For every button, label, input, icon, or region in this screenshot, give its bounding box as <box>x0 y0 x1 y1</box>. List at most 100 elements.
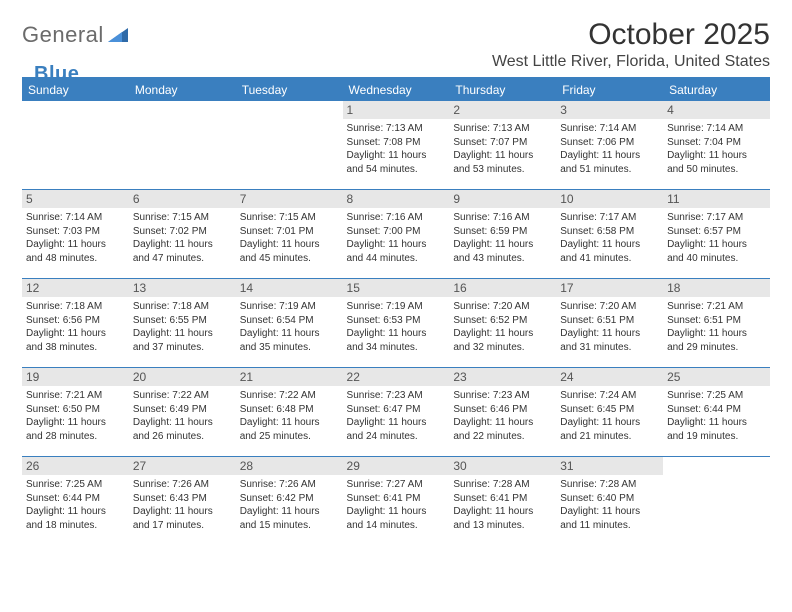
calendar-row: 12 Sunrise: 7:18 AMSunset: 6:56 PMDayligh… <box>22 279 770 368</box>
calendar-row: 1Sunrise: 7:13 AMSunset: 7:08 PMDaylight… <box>22 101 770 190</box>
day-details: Sunrise: 7:25 AMSunset: 6:44 PMDaylight:… <box>26 478 125 532</box>
calendar-row: 5Sunrise: 7:14 AMSunset: 7:03 PMDaylight… <box>22 190 770 279</box>
daylight-line: Daylight: 11 hours and 35 minutes. <box>240 327 339 354</box>
day-details: Sunrise: 7:28 AMSunset: 6:40 PMDaylight:… <box>560 478 659 532</box>
daylight-line: Daylight: 11 hours and 31 minutes. <box>560 327 659 354</box>
calendar-cell: 25Sunrise: 7:25 AMSunset: 6:44 PMDayligh… <box>663 368 770 457</box>
day-details: Sunrise: 7:23 AMSunset: 6:47 PMDaylight:… <box>347 389 446 443</box>
sunrise-line: Sunrise: 7:14 AM <box>667 122 766 136</box>
sunrise-line: Sunrise: 7:15 AM <box>240 211 339 225</box>
calendar-cell: 28Sunrise: 7:26 AMSunset: 6:42 PMDayligh… <box>236 457 343 546</box>
sunset-line: Sunset: 7:04 PM <box>667 136 766 150</box>
calendar-row: 26 Sunrise: 7:25 AMSunset: 6:44 PMDayligh… <box>22 457 770 546</box>
day-number: 14 <box>236 279 343 297</box>
day-number: 7 <box>236 190 343 208</box>
daylight-line: Daylight: 11 hours and 17 minutes. <box>133 505 232 532</box>
daylight-line: Daylight: 11 hours and 53 minutes. <box>453 149 552 176</box>
daylight-line: Daylight: 11 hours and 40 minutes. <box>667 238 766 265</box>
sunrise-line: Sunrise: 7:16 AM <box>453 211 552 225</box>
day-number: 31 <box>556 457 663 475</box>
sunrise-line: Sunrise: 7:23 AM <box>347 389 446 403</box>
calendar-cell: 20Sunrise: 7:22 AMSunset: 6:49 PMDayligh… <box>129 368 236 457</box>
sunset-line: Sunset: 6:50 PM <box>26 403 125 417</box>
daylight-line: Daylight: 11 hours and 51 minutes. <box>560 149 659 176</box>
calendar-cell <box>129 101 236 190</box>
day-number: 13 <box>129 279 236 297</box>
day-details: Sunrise: 7:28 AMSunset: 6:41 PMDaylight:… <box>453 478 552 532</box>
day-details: Sunrise: 7:14 AMSunset: 7:06 PMDaylight:… <box>560 122 659 176</box>
sunrise-line: Sunrise: 7:19 AM <box>240 300 339 314</box>
sunset-line: Sunset: 6:40 PM <box>560 492 659 506</box>
daylight-line: Daylight: 11 hours and 43 minutes. <box>453 238 552 265</box>
sunset-line: Sunset: 7:02 PM <box>133 225 232 239</box>
sunset-line: Sunset: 6:41 PM <box>347 492 446 506</box>
calendar-cell: 18Sunrise: 7:21 AMSunset: 6:51 PMDayligh… <box>663 279 770 368</box>
sunset-line: Sunset: 6:59 PM <box>453 225 552 239</box>
sunrise-line: Sunrise: 7:26 AM <box>240 478 339 492</box>
day-number: 29 <box>343 457 450 475</box>
day-number: 9 <box>449 190 556 208</box>
calendar-cell: 22Sunrise: 7:23 AMSunset: 6:47 PMDayligh… <box>343 368 450 457</box>
calendar-cell: 11Sunrise: 7:17 AMSunset: 6:57 PMDayligh… <box>663 190 770 279</box>
calendar-cell: 10Sunrise: 7:17 AMSunset: 6:58 PMDayligh… <box>556 190 663 279</box>
sunset-line: Sunset: 7:08 PM <box>347 136 446 150</box>
day-number: 26 <box>22 457 129 475</box>
brand-word-1: General <box>22 22 104 48</box>
daylight-line: Daylight: 11 hours and 18 minutes. <box>26 505 125 532</box>
sunrise-line: Sunrise: 7:13 AM <box>453 122 552 136</box>
sunrise-line: Sunrise: 7:20 AM <box>560 300 659 314</box>
calendar-cell: 9 Sunrise: 7:16 AMSunset: 6:59 PMDaylight… <box>449 190 556 279</box>
day-number: 24 <box>556 368 663 386</box>
daylight-line: Daylight: 11 hours and 48 minutes. <box>26 238 125 265</box>
daylight-line: Daylight: 11 hours and 24 minutes. <box>347 416 446 443</box>
location-subtitle: West Little River, Florida, United State… <box>492 53 770 71</box>
day-number: 17 <box>556 279 663 297</box>
calendar-cell: 6Sunrise: 7:15 AMSunset: 7:02 PMDaylight… <box>129 190 236 279</box>
day-details: Sunrise: 7:26 AMSunset: 6:42 PMDaylight:… <box>240 478 339 532</box>
sunset-line: Sunset: 6:45 PM <box>560 403 659 417</box>
sunrise-line: Sunrise: 7:16 AM <box>347 211 446 225</box>
calendar-cell: 29Sunrise: 7:27 AMSunset: 6:41 PMDayligh… <box>343 457 450 546</box>
logo-triangle-icon <box>108 28 128 42</box>
day-details: Sunrise: 7:21 AMSunset: 6:51 PMDaylight:… <box>667 300 766 354</box>
sunset-line: Sunset: 6:42 PM <box>240 492 339 506</box>
day-number: 6 <box>129 190 236 208</box>
calendar-cell: 26 Sunrise: 7:25 AMSunset: 6:44 PMDayligh… <box>22 457 129 546</box>
sunset-line: Sunset: 6:44 PM <box>667 403 766 417</box>
day-number: 12 <box>22 279 129 297</box>
day-number: 30 <box>449 457 556 475</box>
day-number: 15 <box>343 279 450 297</box>
sunrise-line: Sunrise: 7:15 AM <box>133 211 232 225</box>
weekday-monday: Monday <box>129 78 236 101</box>
sunrise-line: Sunrise: 7:17 AM <box>560 211 659 225</box>
daylight-line: Daylight: 11 hours and 14 minutes. <box>347 505 446 532</box>
day-number: 2 <box>449 101 556 119</box>
calendar-cell: 27Sunrise: 7:26 AMSunset: 6:43 PMDayligh… <box>129 457 236 546</box>
calendar-cell: 15Sunrise: 7:19 AMSunset: 6:53 PMDayligh… <box>343 279 450 368</box>
sunset-line: Sunset: 6:55 PM <box>133 314 232 328</box>
calendar-cell: 2Sunrise: 7:13 AMSunset: 7:07 PMDaylight… <box>449 101 556 190</box>
calendar-cell: 14 Sunrise: 7:19 AMSunset: 6:54 PMDayligh… <box>236 279 343 368</box>
calendar-page: General October 2025 West Little River, … <box>0 0 792 612</box>
daylight-line: Daylight: 11 hours and 19 minutes. <box>667 416 766 443</box>
day-details: Sunrise: 7:18 AMSunset: 6:56 PMDaylight:… <box>26 300 125 354</box>
sunrise-line: Sunrise: 7:18 AM <box>26 300 125 314</box>
day-number: 8 <box>343 190 450 208</box>
day-details: Sunrise: 7:20 AMSunset: 6:51 PMDaylight:… <box>560 300 659 354</box>
calendar-cell: 3Sunrise: 7:14 AMSunset: 7:06 PMDaylight… <box>556 101 663 190</box>
calendar-cell: 23Sunrise: 7:23 AMSunset: 6:46 PMDayligh… <box>449 368 556 457</box>
day-details: Sunrise: 7:19 AMSunset: 6:54 PMDaylight:… <box>240 300 339 354</box>
sunset-line: Sunset: 6:51 PM <box>560 314 659 328</box>
day-details: Sunrise: 7:22 AMSunset: 6:49 PMDaylight:… <box>133 389 232 443</box>
sunset-line: Sunset: 6:47 PM <box>347 403 446 417</box>
calendar-cell: 4Sunrise: 7:14 AMSunset: 7:04 PMDaylight… <box>663 101 770 190</box>
sunrise-line: Sunrise: 7:21 AM <box>667 300 766 314</box>
calendar-body: 1Sunrise: 7:13 AMSunset: 7:08 PMDaylight… <box>22 101 770 545</box>
sunset-line: Sunset: 6:44 PM <box>26 492 125 506</box>
sunrise-line: Sunrise: 7:26 AM <box>133 478 232 492</box>
daylight-line: Daylight: 11 hours and 45 minutes. <box>240 238 339 265</box>
sunset-line: Sunset: 7:03 PM <box>26 225 125 239</box>
sunset-line: Sunset: 7:00 PM <box>347 225 446 239</box>
calendar-cell <box>236 101 343 190</box>
day-details: Sunrise: 7:18 AMSunset: 6:55 PMDaylight:… <box>133 300 232 354</box>
